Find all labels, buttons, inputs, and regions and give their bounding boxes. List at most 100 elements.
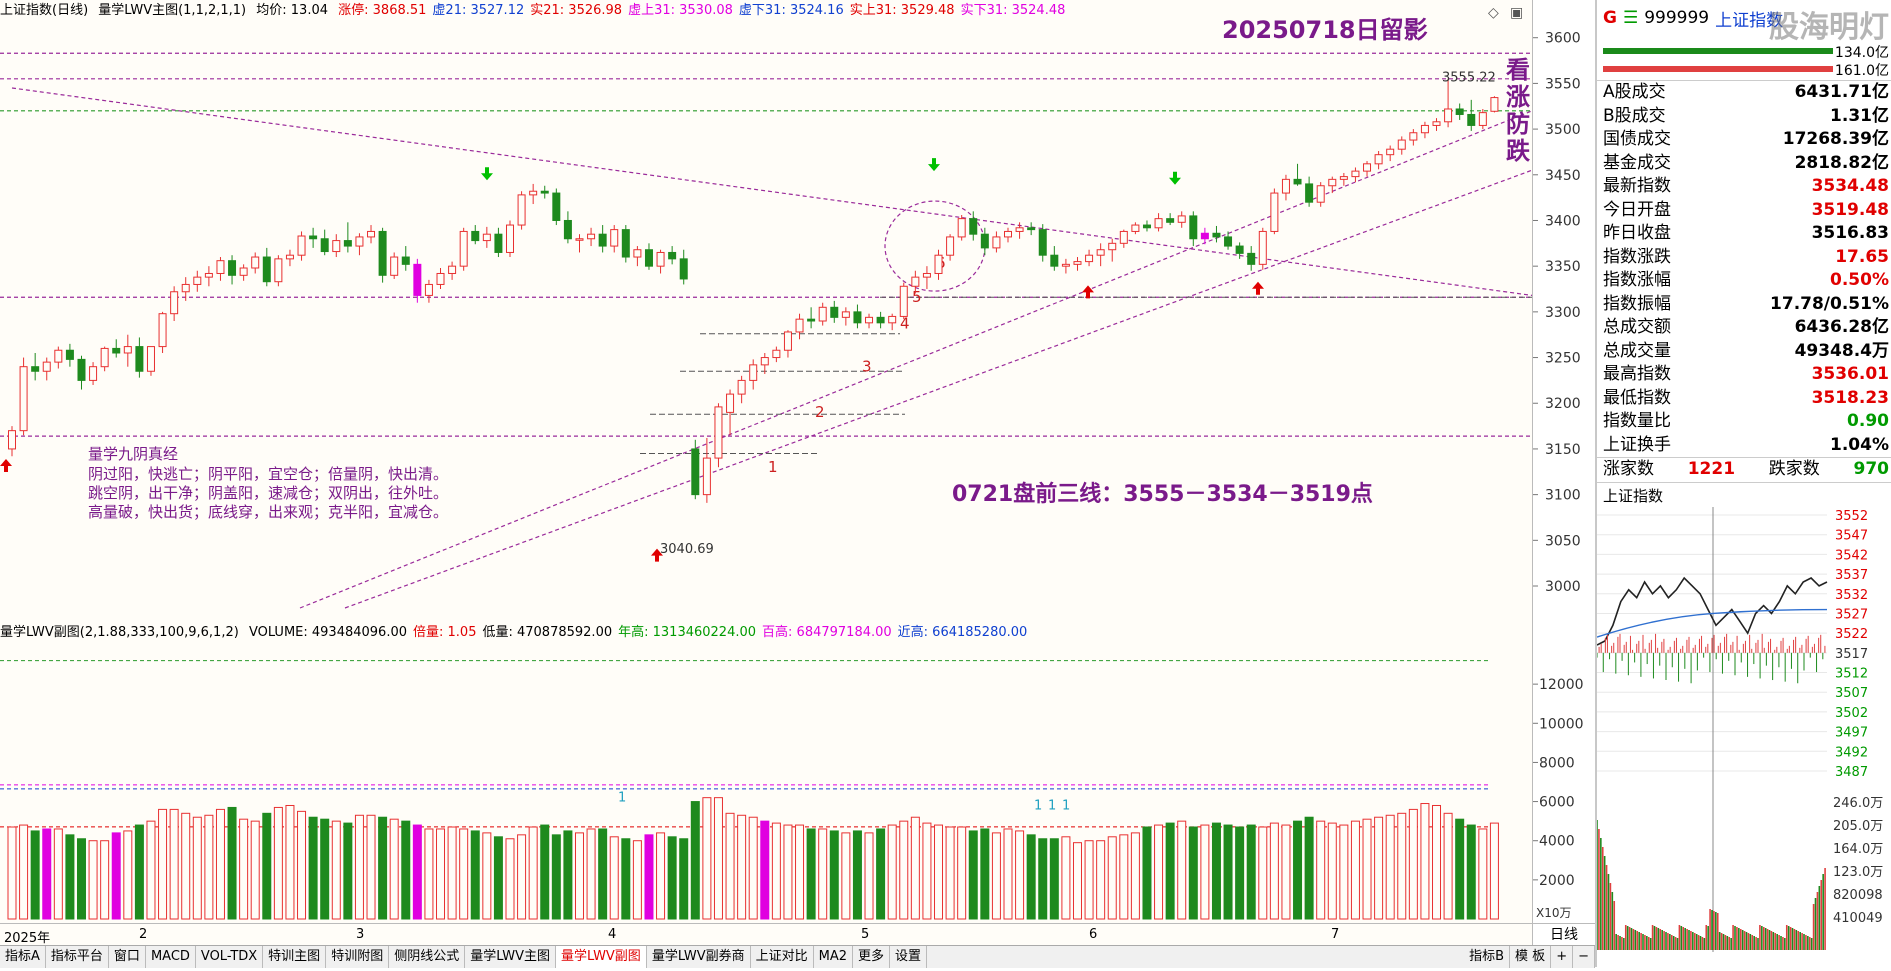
candle-body [100,347,109,368]
stat-value: 17.78/0.51% [1770,293,1889,314]
stat-label: 昨日收盘 [1603,223,1671,243]
indicator-tab[interactable]: 指标A [0,946,46,968]
stat-value: 0.50% [1830,270,1889,290]
sub-chart-status-strip: 量学LWV副图(2,1.88,333,100,9,6,1,2) VOLUME: … [0,623,1532,643]
candle-body [285,254,294,260]
price-tick-label: 3200 [1545,396,1581,412]
zoom-in-button[interactable]: + [1551,946,1574,968]
indicator-tab[interactable]: 特训附图 [326,946,390,968]
volume-bar [204,814,214,920]
indicator-tab[interactable]: VOL-TDX [196,946,264,968]
candle-body [1386,148,1395,156]
candle-body [42,361,51,372]
volume-bar [644,834,654,920]
sub-indicator-name[interactable]: 量学LWV副图(2,1.88,333,100,9,6,1,2) [0,625,239,640]
volume-bar [1489,822,1499,920]
candle-body [737,379,746,395]
indicator-tab[interactable]: MA2 [814,946,854,968]
up-arrow-icon [651,548,663,562]
tab-template-part: 板 [1532,949,1546,964]
candle-body [679,258,688,280]
volume-bar [42,828,52,920]
volume-bar [424,828,434,920]
up-arrow-icon [1252,281,1264,295]
indicator-tab[interactable]: 量学LWV副图 [556,946,647,968]
indicator-tab[interactable]: MACD [146,946,196,968]
volume-bar [864,832,874,920]
vertical-note: 看 [1506,56,1530,84]
indicator-tab[interactable]: 侧阴线公式 [389,946,466,968]
candle-body [598,233,607,247]
volume-bar [899,820,909,920]
candle-body [459,230,468,267]
volume-bar [76,838,86,920]
diamond-icon[interactable]: ◇ [1488,5,1499,21]
stat-value: 3536.01 [1811,364,1889,384]
tab-template[interactable]: 模 板 [1510,946,1552,968]
volume-bar [771,822,781,920]
volume-mark: 1 [1034,798,1042,813]
period-label[interactable]: 日线 [1533,923,1595,946]
price-chart[interactable]: 1234563555.223040.6920250718日留影看涨防跌0721盘… [0,0,1532,623]
main-indicator-name[interactable]: 量学LWV主图(1,1,2,1,1) [98,3,247,18]
date-axis-month: 7 [1331,927,1340,942]
indicator-values: 涨停: 3868.51 虚21: 3527.12 实21: 3526.98 虚上31:… [338,3,1071,18]
volume-mark: 1 [1048,798,1056,813]
candle-body [807,318,816,322]
volume-bar [690,801,700,920]
step-label: 1 [768,458,778,476]
candle-body [529,190,538,196]
tab-indicator-b[interactable]: 指标B [1464,946,1511,968]
candle-body [1305,183,1314,203]
candle-body [436,272,445,285]
candle-body [1142,224,1151,229]
volume-bar [1316,820,1326,920]
volume-bar [737,814,747,920]
volume-bar [1154,824,1164,920]
step-label: 5 [912,288,922,306]
volume-bar [436,828,446,920]
volume-bar [991,832,1001,920]
price-tick-label: 3550 [1545,76,1581,92]
volume-bar [1397,812,1407,920]
volume-bar [887,824,897,920]
indicator-tab[interactable]: 量学LWV副券商 [647,946,751,968]
step-label: 3 [862,357,872,375]
candle-body [1027,227,1036,231]
intraday-chart[interactable]: 3552 3547 3542 3537 3532 3527 3522 3517 3512 3507… [1596,506,1891,962]
indicator-tab[interactable]: 更多 [853,946,891,968]
volume-bar [934,824,944,920]
indicator-tab[interactable]: 指标平台 [46,946,109,968]
volume-bar [111,832,121,920]
volume-bar [598,828,608,920]
indicator-tab[interactable]: 特训主图 [263,946,327,968]
down-arrow-icon [481,167,493,181]
menu-icon[interactable]: ☰ [1622,8,1639,28]
volume-bar [1107,836,1117,920]
candle-body [1293,178,1302,185]
volume-bar [1466,824,1476,920]
candle-body [424,283,433,296]
volume-bar [980,828,990,920]
volume-bar [957,826,967,920]
indicator-tab[interactable]: 设置 [890,946,928,968]
indicator-tab[interactable]: 窗口 [109,946,146,968]
candle-body [1247,252,1256,265]
volume-chart[interactable]: 11 1 1 [0,643,1532,923]
stat-row: 指数涨跌 17.65 [1597,246,1891,270]
indicator-tab[interactable]: 上证对比 [751,946,814,968]
volume-bar [806,828,816,920]
volume-bar [1049,838,1059,920]
chart-status-strip: 上证指数(日线) 量学LWV主图(1,1,2,1,1) 均价: 13.04 涨停… [0,0,1532,22]
candle-body [262,256,271,283]
candle-body [112,347,121,354]
panel-toggle-icon[interactable]: ▣ [1510,5,1523,21]
indicator-tab[interactable]: 量学LWV主图 [465,946,557,968]
zoom-out-button[interactable]: − [1573,946,1595,968]
stat-label: 总成交额 [1603,317,1671,337]
volume-indicator-value: 年高: 1313460224.00 [618,625,757,640]
intraday-avg-line [1596,608,1828,638]
candle-body [633,249,642,258]
volume-bar [876,828,886,920]
candle-body [1478,112,1487,126]
